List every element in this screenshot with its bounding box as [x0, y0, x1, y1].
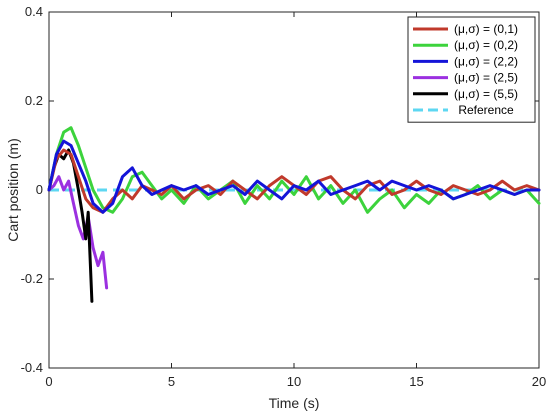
y-tick-label: 0.4 — [25, 4, 43, 19]
legend-entry-label: (μ,σ) = (0,2) — [454, 38, 518, 52]
legend-entry-label: (μ,σ) = (5,5) — [454, 87, 518, 101]
y-tick-label: 0 — [36, 182, 43, 197]
x-tick-label: 20 — [532, 374, 546, 389]
legend-entry-label: (μ,σ) = (0,1) — [454, 22, 518, 36]
x-tick-label: 0 — [45, 374, 52, 389]
y-tick-label: 0.2 — [25, 93, 43, 108]
x-axis-label: Time (s) — [269, 395, 320, 411]
y-tick-label: -0.4 — [21, 360, 43, 375]
x-tick-label: 10 — [287, 374, 301, 389]
legend-entry-label: (μ,σ) = (2,2) — [454, 54, 518, 68]
legend: (μ,σ) = (0,1) (μ,σ) = (0,2) (μ,σ) = (2,2) (… — [408, 17, 535, 122]
legend-entry-label: Reference — [458, 103, 514, 117]
y-tick-label: -0.2 — [21, 271, 43, 286]
x-tick-label: 15 — [409, 374, 423, 389]
y-axis-label: Cart position (m) — [5, 138, 21, 241]
legend-entry-label: (μ,σ) = (2,5) — [454, 71, 518, 85]
x-tick-label: 5 — [168, 374, 175, 389]
